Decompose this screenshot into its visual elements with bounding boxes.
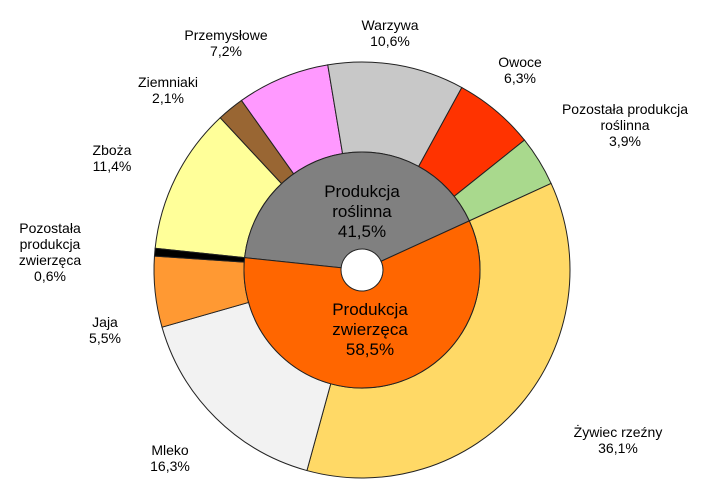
category-name: Produkcja roślinna: [324, 182, 400, 221]
category-name: Produkcja zwierzęca: [332, 300, 408, 339]
value-label: 2,1%: [152, 90, 184, 106]
outer-label: Zboża 11,4%: [67, 142, 157, 174]
inner-label: Produkcja zwierzęca 58,5%: [320, 300, 420, 360]
value-label: 41,5%: [337, 222, 387, 241]
value-label: 58,5%: [345, 340, 395, 359]
inner-slice: [243, 220, 481, 389]
value-label: 16,3%: [150, 458, 190, 474]
outer-label: Pozostała produkcja zwierzęca 0,6%: [8, 220, 92, 284]
value-label: 3,9%: [609, 133, 641, 149]
value-label: 11,4%: [92, 158, 132, 174]
value-label: 5,5%: [89, 330, 121, 346]
category-name: Owoce: [498, 54, 542, 70]
outer-label: Warzywa 10,6%: [345, 17, 435, 49]
outer-label: Pozostała produkcja roślinna 3,9%: [555, 101, 695, 149]
outer-label: Przemysłowe 7,2%: [166, 27, 286, 59]
outer-label: Ziemniaki 2,1%: [123, 74, 213, 106]
inner-slice: [244, 151, 470, 269]
outer-label: Owoce 6,3%: [480, 54, 560, 86]
outer-label: Żywiec rzeźny 36,1%: [558, 424, 678, 456]
inner-label: Produkcja roślinna 41,5%: [307, 182, 417, 242]
category-name: Pozostała produkcja zwierzęca: [18, 220, 82, 268]
value-label: 6,3%: [504, 70, 536, 86]
category-name: Ziemniaki: [138, 74, 198, 90]
outer-label: Mleko 16,3%: [125, 442, 215, 474]
outer-label: Jaja 5,5%: [65, 314, 145, 346]
category-name: Żywiec rzeźny: [573, 424, 663, 440]
value-label: 36,1%: [598, 440, 638, 456]
value-label: 10,6%: [370, 33, 410, 49]
category-name: Jaja: [92, 314, 118, 330]
category-name: Warzywa: [361, 17, 419, 33]
value-label: 0,6%: [34, 268, 66, 284]
category-name: Zboża: [92, 142, 132, 158]
category-name: Pozostała produkcja roślinna: [561, 101, 689, 133]
category-name: Przemysłowe: [184, 27, 268, 43]
category-name: Mleko: [151, 442, 189, 458]
value-label: 7,2%: [210, 43, 242, 59]
